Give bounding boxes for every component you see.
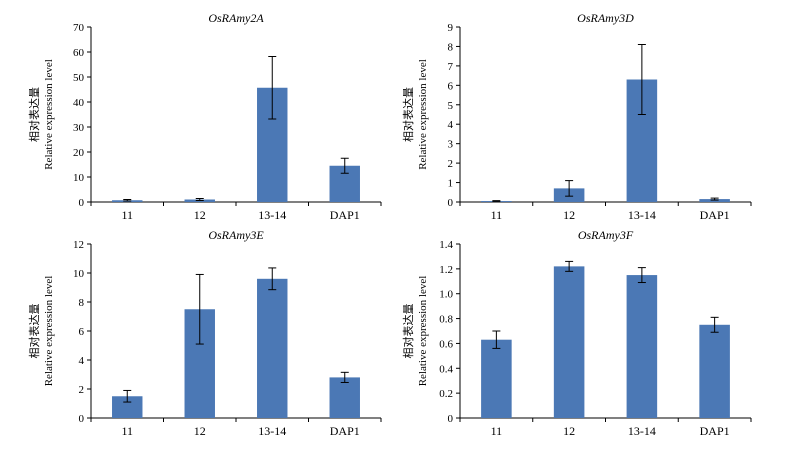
chart-title: OsRAmy2A bbox=[208, 11, 264, 25]
x-tick-label: 12 bbox=[563, 208, 575, 222]
y-tick-label: 8 bbox=[79, 297, 85, 309]
chart-title: OsRAmy3D bbox=[577, 11, 634, 25]
y-tick-label: 10 bbox=[73, 268, 85, 280]
x-tick-label: 11 bbox=[491, 424, 503, 438]
y-tick-label: 0.8 bbox=[439, 314, 453, 326]
chart-title: OsRAmy3F bbox=[578, 228, 634, 242]
bar-13-14 bbox=[626, 275, 658, 418]
y-axis-label-en: Relative expression level bbox=[417, 59, 429, 170]
y-tick-label: 2 bbox=[79, 384, 85, 396]
x-tick-label: 11 bbox=[121, 208, 133, 222]
y-tick-label: 2 bbox=[448, 158, 454, 170]
x-tick-label: DAP1 bbox=[700, 208, 730, 222]
y-tick-label: 12 bbox=[73, 239, 84, 251]
y-axis-label-cn: 相对表达量 bbox=[27, 304, 41, 359]
chart-panel-osramy2a: OsRAmy2A 相对表达量 Relative expression level 0 1… bbox=[27, 11, 382, 222]
y-tick-label: 0 bbox=[79, 413, 85, 425]
y-tick-label: 20 bbox=[73, 147, 85, 159]
y-tick-label: 1.0 bbox=[439, 289, 453, 301]
y-tick-label: 3 bbox=[448, 139, 454, 151]
x-tick-label: 13-14 bbox=[628, 424, 656, 438]
y-tick-label: 7 bbox=[448, 61, 454, 73]
y-tick-label: 70 bbox=[73, 22, 85, 34]
y-axis-label-cn: 相对表达量 bbox=[27, 87, 41, 142]
y-tick-label: 5 bbox=[448, 100, 454, 112]
bar-13-14 bbox=[257, 278, 288, 418]
y-tick-label: 4 bbox=[79, 355, 85, 367]
y-tick-label: 4 bbox=[448, 119, 454, 131]
chart-panel-osramy3d: OsRAmy3D 相对表达量 Relative expression level 0 1… bbox=[401, 11, 752, 222]
chart-panel-osramy3e: OsRAmy3E 相对表达量 Relative expression level 0 2… bbox=[27, 228, 382, 438]
y-tick-label: 6 bbox=[79, 326, 85, 338]
y-tick-label: 0 bbox=[448, 413, 454, 425]
y-axis-label-en: Relative expression level bbox=[417, 276, 429, 387]
x-tick-label: DAP1 bbox=[330, 208, 360, 222]
x-tick-label: DAP1 bbox=[330, 424, 360, 438]
x-tick-label: 12 bbox=[194, 424, 206, 438]
y-tick-label: 1.2 bbox=[439, 264, 453, 276]
y-tick-label: 1.4 bbox=[439, 239, 453, 251]
bar-DAP1 bbox=[699, 324, 730, 418]
y-tick-label: 0.4 bbox=[439, 363, 453, 375]
y-axis-label-en: Relative expression level bbox=[43, 276, 55, 387]
y-tick-label: 8 bbox=[448, 41, 454, 53]
y-axis-label-cn: 相对表达量 bbox=[401, 304, 415, 359]
y-tick-label: 6 bbox=[448, 80, 454, 92]
y-tick-label: 60 bbox=[73, 47, 85, 59]
y-tick-label: 0.2 bbox=[439, 388, 453, 400]
x-tick-label: 11 bbox=[491, 208, 503, 222]
x-tick-label: 13-14 bbox=[258, 208, 286, 222]
chart-title: OsRAmy3E bbox=[208, 228, 264, 242]
y-tick-label: 0 bbox=[79, 197, 85, 209]
x-tick-label: 11 bbox=[121, 424, 133, 438]
y-axis-label-en: Relative expression level bbox=[43, 59, 55, 170]
y-tick-label: 0.6 bbox=[439, 338, 453, 350]
x-tick-label: 13-14 bbox=[258, 424, 286, 438]
bar-12 bbox=[553, 266, 585, 418]
x-tick-label: 12 bbox=[194, 208, 206, 222]
x-tick-label: DAP1 bbox=[700, 424, 730, 438]
y-tick-label: 30 bbox=[73, 122, 85, 134]
y-tick-label: 1 bbox=[448, 178, 454, 190]
x-tick-label: 12 bbox=[563, 424, 575, 438]
y-axis-label-cn: 相对表达量 bbox=[401, 87, 415, 142]
bar-11 bbox=[112, 396, 143, 418]
y-tick-label: 9 bbox=[448, 22, 454, 34]
y-tick-label: 10 bbox=[73, 172, 85, 184]
y-tick-label: 40 bbox=[73, 97, 85, 109]
chart-panel-osramy3f: OsRAmy3F 相对表达量 Relative expression level 0 0… bbox=[401, 228, 752, 438]
x-tick-label: 13-14 bbox=[628, 208, 656, 222]
y-tick-label: 0 bbox=[448, 197, 454, 209]
y-tick-label: 50 bbox=[73, 72, 85, 84]
bar-DAP1 bbox=[329, 377, 360, 418]
bar-11 bbox=[481, 339, 512, 418]
